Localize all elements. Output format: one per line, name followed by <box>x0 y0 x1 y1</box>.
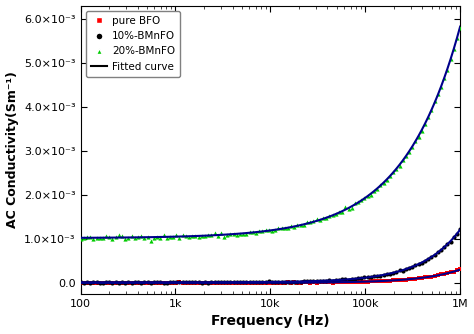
20%-BMnFO <box>183 234 189 238</box>
20%-BMnFO <box>161 233 166 237</box>
pure BFO <box>343 280 348 284</box>
pure BFO <box>381 279 386 283</box>
10%-BMnFO <box>343 277 348 281</box>
20%-BMnFO <box>448 57 454 61</box>
pure BFO <box>119 281 125 285</box>
pure BFO <box>457 268 463 272</box>
20%-BMnFO <box>381 181 386 185</box>
pure BFO <box>161 281 166 285</box>
10%-BMnFO <box>448 239 454 243</box>
Line: 20%-BMnFO: 20%-BMnFO <box>79 25 462 243</box>
20%-BMnFO <box>343 205 348 209</box>
20%-BMnFO <box>457 25 463 29</box>
10%-BMnFO <box>148 281 154 285</box>
10%-BMnFO <box>183 280 189 284</box>
pure BFO <box>448 271 454 275</box>
10%-BMnFO <box>381 273 386 277</box>
Line: pure BFO: pure BFO <box>79 268 462 285</box>
Legend: pure BFO, 10%-BMnFO, 20%-BMnFO, Fitted curve: pure BFO, 10%-BMnFO, 20%-BMnFO, Fitted c… <box>86 11 180 77</box>
20%-BMnFO <box>292 225 297 229</box>
Line: 10%-BMnFO: 10%-BMnFO <box>79 227 462 285</box>
Y-axis label: AC Conductivity(Sm⁻¹): AC Conductivity(Sm⁻¹) <box>6 71 18 228</box>
10%-BMnFO <box>292 280 297 284</box>
10%-BMnFO <box>161 281 166 285</box>
pure BFO <box>183 281 189 285</box>
10%-BMnFO <box>78 280 83 284</box>
20%-BMnFO <box>148 239 154 243</box>
X-axis label: Frequency (Hz): Frequency (Hz) <box>211 314 330 328</box>
pure BFO <box>78 281 83 285</box>
20%-BMnFO <box>78 237 83 241</box>
10%-BMnFO <box>457 227 463 231</box>
pure BFO <box>292 281 297 285</box>
